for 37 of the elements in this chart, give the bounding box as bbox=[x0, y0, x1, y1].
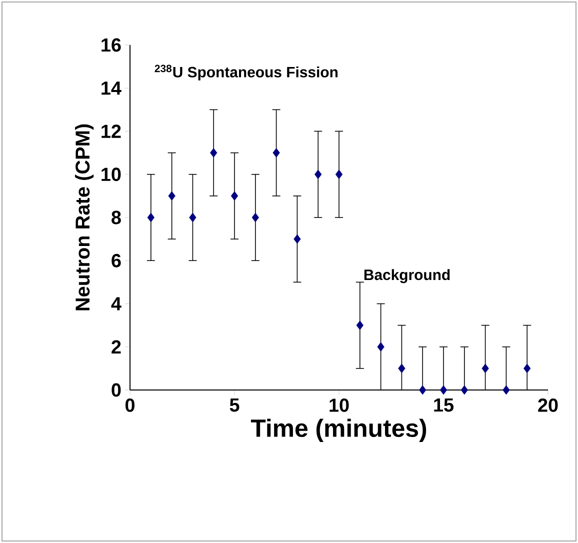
point bbox=[482, 364, 489, 374]
point bbox=[398, 364, 406, 374]
y-tick-label: 0 bbox=[112, 383, 121, 397]
point bbox=[168, 191, 176, 201]
x-axis-title: Time (minutes) bbox=[250, 418, 426, 442]
annotation: Background bbox=[364, 269, 450, 284]
y-tick-label: 14 bbox=[102, 82, 122, 95]
y-tick-label: 4 bbox=[111, 297, 122, 310]
x-tick-label: 5 bbox=[230, 398, 240, 412]
point bbox=[294, 234, 301, 244]
x-tick-label: 0 bbox=[125, 398, 134, 412]
y-tick-label: 16 bbox=[102, 38, 121, 52]
point bbox=[460, 385, 468, 395]
point bbox=[377, 342, 384, 352]
y-tick-label: 2 bbox=[112, 340, 121, 354]
point bbox=[189, 212, 196, 222]
x-tick-label: 20 bbox=[538, 398, 558, 412]
y-tick-label: 10 bbox=[102, 168, 121, 182]
point bbox=[314, 170, 322, 180]
y-tick-label: 12 bbox=[102, 124, 121, 138]
point bbox=[524, 364, 531, 374]
point bbox=[440, 385, 448, 395]
point bbox=[419, 385, 426, 395]
point bbox=[335, 170, 343, 180]
y-axis-title: Neutron Rate (CPM) bbox=[75, 124, 94, 310]
x-tick-label: 15 bbox=[434, 398, 454, 412]
annotation: $^{238}$U Spontaneous Fission bbox=[154, 64, 338, 80]
point bbox=[272, 148, 280, 158]
point bbox=[230, 191, 238, 201]
point bbox=[252, 212, 259, 222]
point bbox=[147, 212, 154, 222]
point bbox=[502, 385, 510, 395]
y-tick-label: 6 bbox=[112, 254, 121, 268]
point bbox=[210, 148, 218, 158]
point bbox=[356, 320, 364, 330]
y-tick-label: 8 bbox=[112, 210, 121, 224]
x-tick-label: 10 bbox=[330, 398, 349, 412]
